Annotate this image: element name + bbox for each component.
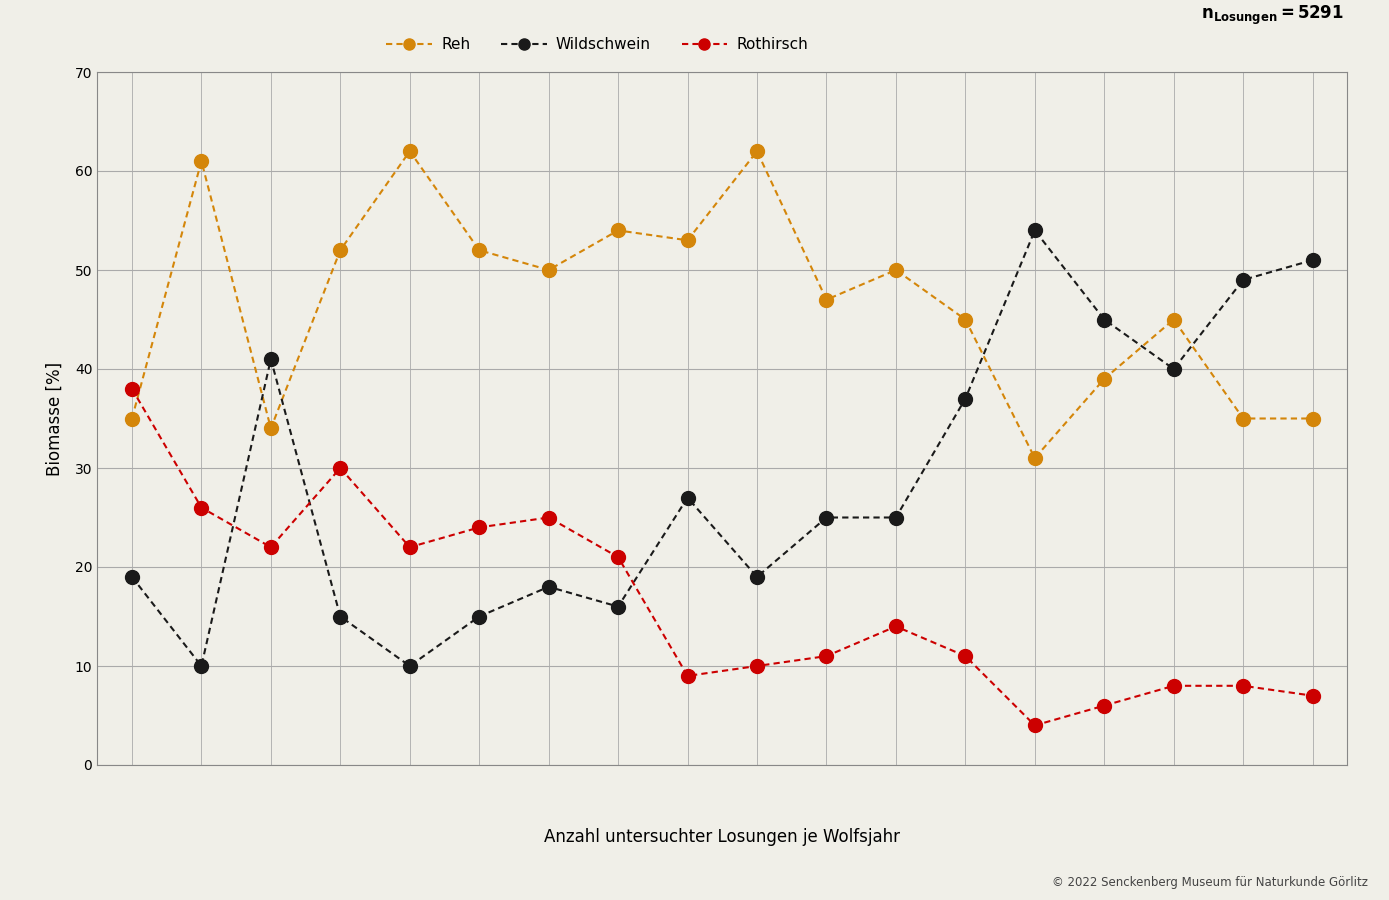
- Reh: [540, 265, 557, 275]
- Line: Rothirsch: Rothirsch: [125, 382, 1320, 733]
- Rothirsch: [1304, 690, 1321, 701]
- Reh: [401, 146, 418, 157]
- Wildschwein: [1304, 255, 1321, 266]
- Rothirsch: [332, 463, 349, 473]
- Wildschwein: [193, 661, 210, 671]
- Reh: [957, 314, 974, 325]
- Wildschwein: [610, 601, 626, 612]
- Rothirsch: [124, 383, 140, 394]
- Rothirsch: [818, 651, 835, 661]
- Reh: [1304, 413, 1321, 424]
- Rothirsch: [1165, 680, 1182, 691]
- Reh: [332, 245, 349, 256]
- Wildschwein: [749, 572, 765, 582]
- Wildschwein: [540, 581, 557, 592]
- Wildschwein: [1235, 274, 1251, 285]
- Wildschwein: [332, 611, 349, 622]
- Rothirsch: [888, 621, 904, 632]
- Text: $\mathbf{n}_{\mathbf{Losungen}}$$\mathbf{ = 5291}$: $\mathbf{n}_{\mathbf{Losungen}}$$\mathbf…: [1200, 4, 1343, 27]
- Reh: [124, 413, 140, 424]
- Wildschwein: [263, 354, 279, 364]
- Reh: [263, 423, 279, 434]
- Y-axis label: Biomasse [%]: Biomasse [%]: [46, 362, 64, 475]
- Wildschwein: [401, 661, 418, 671]
- Rothirsch: [193, 502, 210, 513]
- Line: Reh: Reh: [125, 144, 1320, 465]
- Reh: [1096, 374, 1113, 384]
- Rothirsch: [471, 522, 488, 533]
- Rothirsch: [610, 552, 626, 562]
- Reh: [749, 146, 765, 157]
- Wildschwein: [124, 572, 140, 582]
- Reh: [1235, 413, 1251, 424]
- Rothirsch: [679, 670, 696, 681]
- Line: Wildschwein: Wildschwein: [125, 223, 1320, 673]
- Rothirsch: [957, 651, 974, 661]
- Reh: [610, 225, 626, 236]
- Wildschwein: [957, 393, 974, 404]
- Legend: Reh, Wildschwein, Rothirsch: Reh, Wildschwein, Rothirsch: [381, 32, 814, 58]
- Rothirsch: [540, 512, 557, 523]
- Reh: [1165, 314, 1182, 325]
- Wildschwein: [888, 512, 904, 523]
- Rothirsch: [749, 661, 765, 671]
- Wildschwein: [818, 512, 835, 523]
- Wildschwein: [1026, 225, 1043, 236]
- X-axis label: Anzahl untersuchter Losungen je Wolfsjahr: Anzahl untersuchter Losungen je Wolfsjah…: [544, 828, 900, 846]
- Reh: [679, 235, 696, 246]
- Reh: [888, 265, 904, 275]
- Wildschwein: [471, 611, 488, 622]
- Rothirsch: [1026, 720, 1043, 731]
- Reh: [818, 294, 835, 305]
- Wildschwein: [679, 492, 696, 503]
- Rothirsch: [263, 542, 279, 553]
- Wildschwein: [1096, 314, 1113, 325]
- Rothirsch: [1235, 680, 1251, 691]
- Rothirsch: [401, 542, 418, 553]
- Reh: [1026, 453, 1043, 464]
- Wildschwein: [1165, 364, 1182, 374]
- Reh: [193, 156, 210, 166]
- Reh: [471, 245, 488, 256]
- Text: © 2022 Senckenberg Museum für Naturkunde Görlitz: © 2022 Senckenberg Museum für Naturkunde…: [1051, 877, 1368, 889]
- Rothirsch: [1096, 700, 1113, 711]
